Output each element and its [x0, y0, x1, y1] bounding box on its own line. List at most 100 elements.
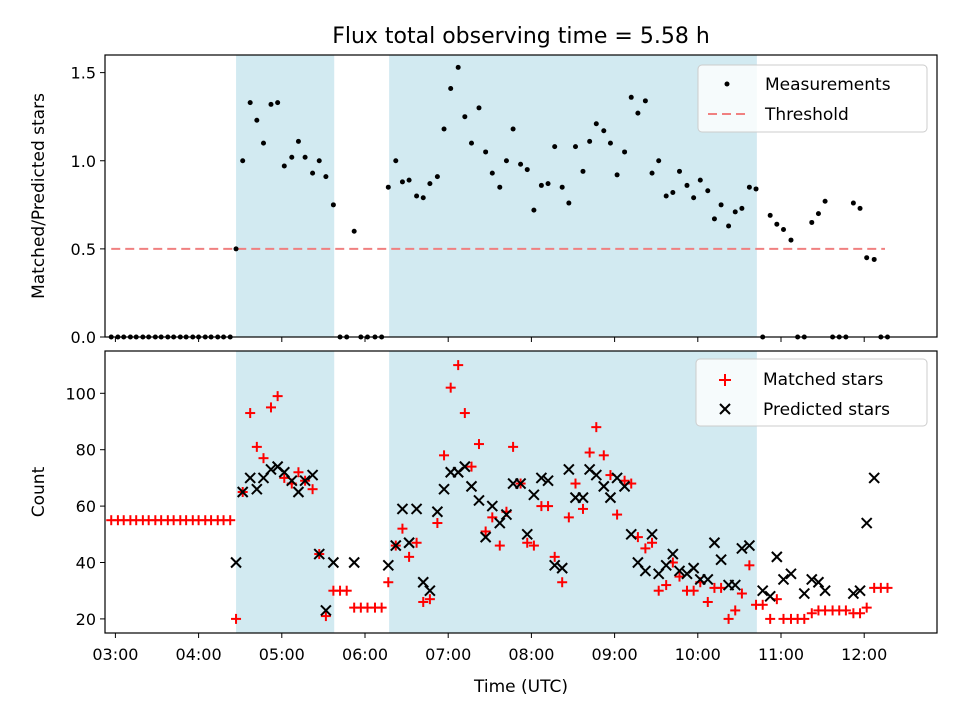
predicted-star-point: [764, 590, 776, 603]
matched-star-point: [736, 588, 747, 599]
matched-star-point: [702, 596, 713, 607]
matched-star-point: [765, 613, 776, 624]
measurement-point: [656, 158, 662, 164]
predicted-star-point: [660, 559, 672, 572]
predicted-star-point: [715, 553, 727, 566]
predicted-star-point: [708, 537, 721, 549]
matched-star-point: [730, 605, 741, 616]
count-legend-box: [695, 358, 928, 427]
predicted-star-point: [556, 562, 568, 574]
predicted-star-point: [702, 573, 714, 586]
measurement-point: [559, 184, 565, 190]
predicted-star-point: [798, 587, 811, 600]
matched-star-point: [439, 450, 450, 461]
measurement-point: [351, 228, 357, 234]
predicted-star-point: [494, 517, 506, 529]
predicted-star-point: [847, 587, 860, 600]
predicted-star-point: [514, 477, 527, 490]
predicted-star-point: [486, 500, 499, 512]
count-panel-shading: [236, 351, 757, 633]
measurement-point: [323, 174, 329, 180]
measurement-point: [705, 188, 711, 194]
matched-star-point: [528, 540, 539, 551]
ratio-panel: 0.0 0.5 1.0 1.5 Matched/Predicted stars Mea…: [29, 54, 938, 347]
measurement-point: [809, 219, 815, 225]
matched-star-point: [453, 360, 464, 371]
count-panel-frame: [104, 350, 938, 634]
matched-star-point: [225, 515, 236, 526]
matched-star-point: [653, 585, 664, 596]
matched-star-point: [487, 512, 498, 523]
matched-star-point: [404, 551, 415, 562]
measurement-point: [518, 161, 524, 167]
legend-predicted-label: Predicted stars: [763, 400, 890, 420]
predicted-star-point: [860, 517, 873, 529]
y-tick-label: 1.0: [71, 152, 96, 171]
predicted-star-point: [251, 483, 263, 495]
measurement-point: [434, 174, 440, 180]
matched-star-point: [799, 613, 810, 624]
predicted-star-point: [806, 573, 818, 586]
matched-star-point: [882, 582, 893, 593]
matched-star-point: [459, 408, 470, 419]
x-tick-label: 03:00: [92, 645, 138, 664]
measurement-point: [385, 184, 391, 190]
count-panel-legend: Matched stars Predicted stars: [695, 358, 928, 427]
predicted-star-point: [382, 559, 395, 572]
predicted-star-point: [236, 486, 249, 498]
predicted-star-point: [785, 568, 797, 580]
measurement-point: [746, 184, 752, 190]
measurement-point: [448, 85, 454, 91]
measurement-point: [788, 237, 794, 243]
predicted-star-point: [819, 584, 831, 597]
predicted-star-point: [286, 475, 298, 487]
predicted-star-point: [438, 483, 450, 495]
measurement-point: [538, 182, 544, 188]
y-tick-label: 0.0: [71, 328, 96, 347]
y-tick-label: 60: [76, 497, 96, 516]
measurement-point: [476, 105, 482, 111]
predicted-star-point: [265, 463, 277, 476]
y-tick-label: 1.5: [71, 64, 96, 83]
measurement-point: [580, 168, 586, 174]
ratio-panel-y-label: Matched/Predicted stars: [29, 93, 49, 299]
predicted-star-point: [528, 489, 540, 501]
matched-star-point: [584, 447, 595, 458]
predicted-star-point: [743, 539, 756, 552]
matched-star-point: [320, 611, 331, 622]
predicted-star-point: [625, 528, 637, 541]
matched-star-point: [640, 543, 651, 554]
observing-window-2: [389, 55, 757, 337]
y-tick-label: 0.5: [71, 240, 96, 259]
measurement-point: [316, 158, 322, 164]
measurement-point: [420, 195, 426, 201]
legend-threshold-label: Threshold: [764, 105, 849, 125]
matched-stars-series: [106, 360, 893, 624]
predicted-star-point: [577, 491, 589, 504]
matched-star-point: [861, 602, 872, 613]
measurement-point: [240, 158, 246, 164]
measurement-point: [649, 170, 655, 176]
matched-star-point: [432, 518, 443, 529]
measurement-point: [441, 126, 447, 132]
ratio-panel-frame: [104, 54, 938, 338]
x-tick-label: 05:00: [259, 645, 305, 664]
x-tick-label: 12:00: [841, 645, 887, 664]
measurement-point: [850, 200, 856, 206]
y-tick-label: 80: [76, 441, 96, 460]
predicted-star-point: [306, 469, 319, 481]
measurement-point: [254, 117, 260, 123]
matched-star-point: [563, 512, 574, 523]
predicted-star-point: [431, 506, 444, 518]
x-tick-label: 04:00: [176, 645, 222, 664]
matched-star-point: [265, 402, 276, 413]
predicted-star-point: [646, 528, 658, 541]
matched-star-point: [744, 560, 755, 571]
matched-star-point: [757, 599, 768, 610]
predicted-star-point: [348, 556, 360, 569]
predicted-star-point: [500, 508, 513, 521]
y-tick-label: 20: [76, 610, 96, 629]
matched-star-point: [480, 526, 491, 537]
legend-matched-label: Matched stars: [763, 370, 883, 390]
